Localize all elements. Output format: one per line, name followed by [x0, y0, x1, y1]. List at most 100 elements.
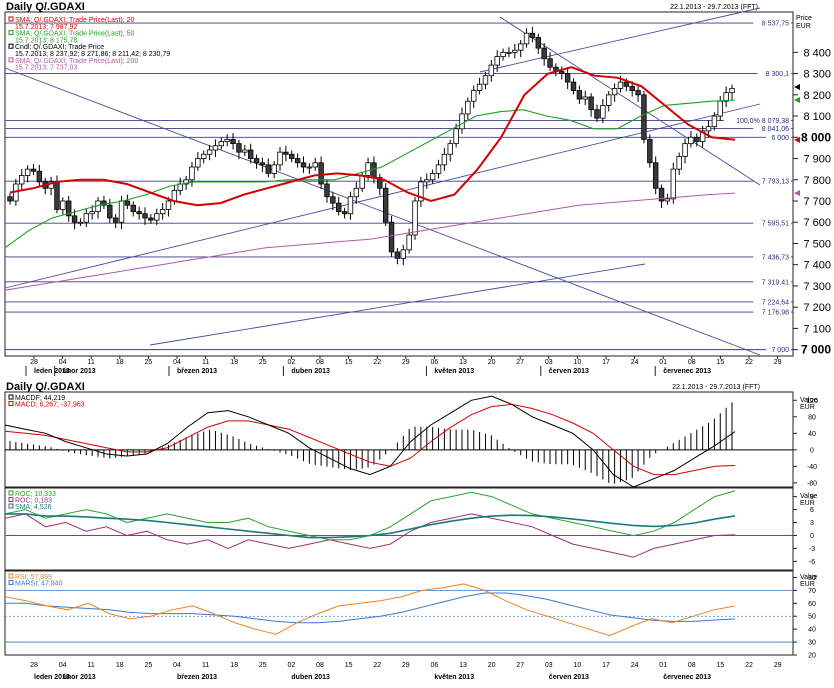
legend-swatch — [8, 43, 14, 49]
legend-swatch — [8, 497, 14, 502]
roc-y-tick-label: 9 — [810, 494, 814, 501]
reference-label-bg — [766, 133, 791, 142]
roc-y-tick-label: 0 — [810, 533, 814, 540]
candle-body — [83, 213, 90, 223]
legend-entry: 15.7.2013; 8 175,78 — [15, 37, 77, 44]
price-y-tick-label: 7 900 — [803, 154, 831, 166]
macd-y-tick-label: 40 — [808, 431, 816, 438]
bottom-x-tick-label: 18 — [230, 662, 238, 669]
x-month-label: březen 2013 — [177, 368, 217, 375]
rsi-legend-entry: RSI; 57,899 — [15, 574, 52, 581]
reference-label: 7 793,13 — [762, 179, 789, 186]
roc-y-tick-label: -6 — [809, 559, 815, 566]
candle-body — [711, 115, 718, 128]
candle-body — [224, 139, 230, 142]
macd-legend-entry: MACD; 6,267; -37,963 — [15, 402, 85, 409]
legend-swatch — [8, 580, 14, 585]
sma50-line — [4, 99, 736, 249]
candle-body — [183, 179, 189, 185]
candle-body — [517, 43, 524, 51]
reference-label: 8 537,75 — [762, 21, 789, 28]
macd-signal-line — [4, 403, 736, 476]
rsi-y-tick-label: 20 — [808, 653, 816, 660]
roc-y-tick-label: -3 — [809, 546, 815, 553]
x-tick-label: 04 — [173, 359, 181, 366]
candle-body — [112, 217, 119, 223]
roc-y-tick-label: 6 — [810, 507, 814, 514]
candle-body — [24, 168, 31, 176]
rsi-y-tick-label: 40 — [808, 627, 816, 634]
reference-label-bg — [753, 308, 791, 317]
reference-label: 100,0% 8 079,38 — [736, 118, 789, 125]
roc-sma-line — [5, 513, 736, 539]
bottom-x-month-label: leden 2013 — [34, 674, 70, 681]
candle-body — [512, 49, 518, 53]
legend-entry: 15.7.2013; 7 737,03 — [15, 65, 77, 72]
candle-body — [336, 202, 342, 213]
candle-body — [547, 58, 553, 68]
macd-panel-title: Daily Q/.GDAXI — [6, 381, 85, 393]
x-month-label: duben 2013 — [291, 368, 330, 375]
x-tick-label: 10 — [574, 359, 582, 366]
reference-label: 7 176,98 — [762, 310, 789, 317]
price-plot-frame — [4, 11, 794, 357]
candle-body — [206, 149, 213, 155]
candle-body — [471, 90, 477, 102]
reference-label: 6 000 — [771, 135, 789, 142]
macd-frame — [4, 391, 794, 488]
candle-body — [629, 85, 635, 91]
legend-entry: 15.7.2013; 8 237,92; 8 271,86; 8 211,42;… — [15, 51, 170, 58]
macd-y-tick-label: -40 — [807, 464, 817, 471]
price-y-tick-label: 7 600 — [803, 217, 831, 229]
legend-entry: 15.7.2013; 7 987,92 — [15, 24, 77, 31]
x-tick-label: 13 — [459, 359, 467, 366]
x-tick-label: 25 — [145, 359, 153, 366]
x-tick-label: 11 — [202, 359, 209, 366]
candle-body — [564, 73, 571, 83]
reference-label-bg — [753, 177, 791, 186]
candle-body — [306, 166, 313, 169]
marsi-line — [5, 592, 736, 624]
x-tick-label: 29 — [402, 359, 410, 366]
x-tick-label: 17 — [602, 359, 610, 366]
x-tick-label: 29 — [774, 359, 782, 366]
candle-body — [588, 96, 594, 111]
candle-body — [195, 158, 201, 168]
bottom-x-tick-label: 15 — [717, 662, 725, 669]
bottom-x-month-label: červenec 2013 — [663, 674, 711, 681]
price-axis-label: Price — [796, 15, 812, 22]
candle-body — [341, 211, 348, 215]
candle-body — [253, 158, 260, 164]
reference-label: 7 595,51 — [762, 221, 789, 228]
trend-line — [4, 67, 761, 356]
candle-body — [647, 139, 653, 164]
candle-body — [142, 213, 148, 219]
candle-body — [212, 145, 219, 151]
candle-body — [294, 158, 301, 164]
candle-body — [699, 130, 706, 142]
candle-body — [365, 162, 371, 176]
candle-body — [717, 100, 723, 117]
candle-body — [676, 155, 682, 170]
candle-body — [247, 149, 254, 159]
bottom-x-tick-label: 22 — [373, 662, 381, 669]
candle-body — [441, 153, 448, 166]
rsi-y-tick-label: 60 — [808, 601, 816, 608]
candle-body — [500, 51, 506, 57]
legend-entry: SMA; Q/.GDAXI; Trade Price(Last); 200 — [15, 58, 138, 65]
x-month-label: únor 2013 — [63, 368, 96, 375]
rsi-value-label: Value — [800, 574, 817, 581]
x-tick-label: 20 — [488, 359, 496, 366]
x-tick-label: 25 — [259, 359, 267, 366]
bottom-x-tick-label: 11 — [88, 662, 95, 669]
x-tick-label: 22 — [745, 359, 753, 366]
trend-line — [499, 16, 761, 186]
candle-body — [694, 136, 700, 142]
price-y-tick-label: 8 100 — [803, 111, 831, 123]
candle-body — [277, 151, 283, 166]
bottom-x-tick-label: 15 — [345, 662, 353, 669]
candle-body — [347, 196, 354, 215]
macd-y-tick-label: 120 — [806, 398, 818, 405]
candle-body — [283, 151, 289, 155]
